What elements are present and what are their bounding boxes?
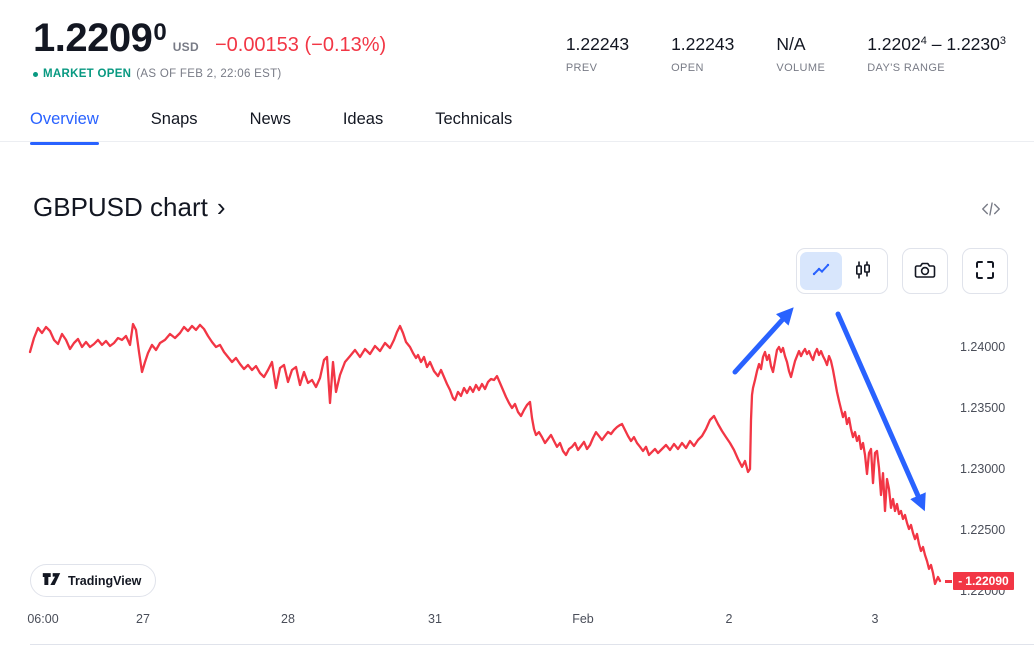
y-axis-label-1.22500: 1.22500 [960,523,1006,537]
stat-open-value: 1.22243 [671,34,735,54]
currency-label: USD [172,40,199,54]
stat-volume: N/A VOLUME [776,34,825,74]
tab-snaps[interactable]: Snaps [151,108,198,145]
stat-days-range: 1.22024 – 1.22303 DAY'S RANGE [867,34,1006,74]
tab-overview[interactable]: Overview [30,108,99,145]
candlestick-icon [852,259,874,284]
y-axis-label-1.23000: 1.23000 [960,462,1006,476]
page-title: GBPUSD chart [33,192,208,222]
market-status: MARKET OPEN [43,68,132,80]
camera-icon [913,258,937,285]
embed-code-icon[interactable] [980,198,1002,223]
price-chart-canvas[interactable] [0,228,1034,648]
stat-prev-value: 1.22243 [565,34,630,54]
last-price-tag: - 1.22090 [953,572,1014,591]
x-axis-label-2: 2 [725,612,733,626]
market-open-dot-icon [33,71,38,77]
fullscreen-icon [974,259,996,284]
stat-open: 1.22243 OPEN [671,34,734,74]
last-price-sup: 0 [153,19,167,46]
chart-area[interactable]: 1.24000 1.23500 1.23000 1.22500 1.22000 06:0… [0,228,1034,648]
trend-arrow-annotations [732,307,926,512]
price-change: −0.00153 (−0.13%) [214,34,387,56]
chart-section-link[interactable]: GBPUSD chart › [33,192,226,223]
as-of-timestamp: (AS OF FEB 2, 22:06 EST) [136,68,282,80]
last-price: 1.2209 [33,16,153,60]
tab-technicals[interactable]: Technicals [435,108,512,145]
last-price-tick [945,579,952,583]
stat-days-range-label: DAY'S RANGE [867,62,946,74]
y-axis-label-1.23500: 1.23500 [960,401,1006,415]
last-price-tag-value: 1.22090 [965,574,1009,589]
chart-bottom-divider [30,644,1034,645]
x-axis-label-27: 27 [136,612,150,626]
snapshot-button[interactable] [902,248,948,294]
tradingview-attribution-badge[interactable]: TradingView [30,564,157,597]
x-axis-label-28: 28 [281,612,295,626]
key-stats: 1.22243 PREV 1.22243 OPEN N/A VOLUME 1.2… [566,34,1006,74]
chart-toolbar [796,248,1008,294]
x-axis-label-Feb: Feb [572,612,594,626]
trend-arrow-up [732,307,794,375]
stat-prev-label: PREV [565,62,598,74]
stat-open-label: OPEN [671,62,704,74]
y-axis-label-1.24000: 1.24000 [960,340,1006,354]
stat-days-range-value: 1.22024 – 1.22303 [867,34,1006,54]
tradingview-logo-text: TradingView [68,573,142,588]
trend-arrow-down [835,311,926,512]
tabs-divider [0,141,1034,142]
x-axis-label-06:00: 06:00 [27,612,59,626]
fullscreen-button[interactable] [962,248,1008,294]
price-line-series [28,322,942,586]
x-axis-label-31: 31 [428,612,442,626]
chart-type-segmented-control [796,248,888,294]
symbol-tabs: Overview Snaps News Ideas Technicals [30,108,512,145]
line-chart-icon [810,259,832,284]
tab-news[interactable]: News [250,108,291,145]
candlestick-toggle-button[interactable] [842,252,884,290]
last-price-tag-dash: - [958,574,963,589]
line-chart-toggle-button[interactable] [800,252,842,290]
tab-ideas[interactable]: Ideas [343,108,383,145]
quote-header: 1.2209 0 USD −0.00153 (−0.13%) MARKET OP… [33,16,386,80]
stat-prev: 1.22243 PREV [566,34,629,74]
tradingview-logo-icon [42,572,61,589]
chevron-right-icon: › [216,192,226,222]
stat-volume-label: VOLUME [776,62,826,74]
stat-volume-value: N/A [776,34,806,54]
x-axis-label-3: 3 [871,612,879,626]
